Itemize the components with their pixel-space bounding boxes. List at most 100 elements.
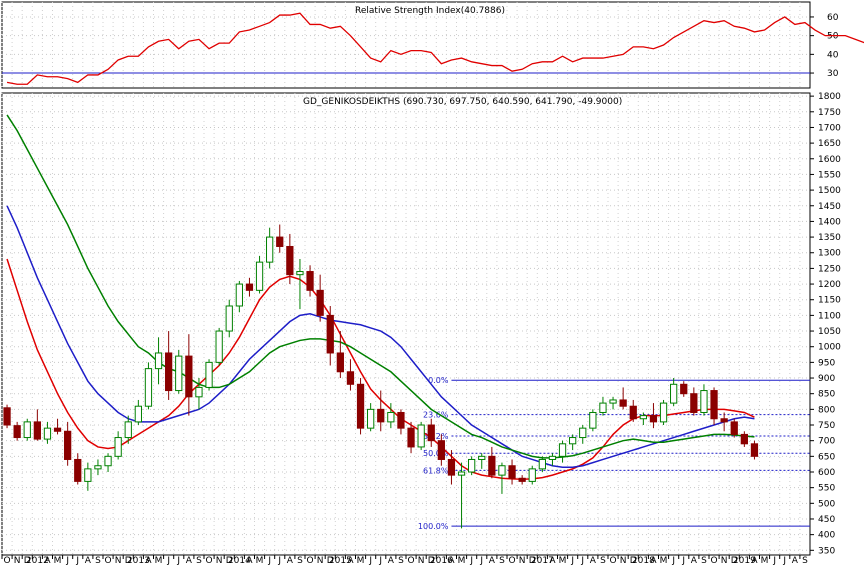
candle <box>639 412 647 426</box>
candle <box>84 462 92 491</box>
candle <box>367 403 375 432</box>
x-tick-label: 2018 <box>632 556 655 566</box>
price-y-tick-label: 1350 <box>818 233 841 243</box>
x-tick-label: M <box>155 556 163 566</box>
price-y-tick-label: 1150 <box>818 296 841 306</box>
price-grid <box>1 93 810 555</box>
candle-body <box>245 283 254 291</box>
candle <box>205 359 213 391</box>
x-tick-label: D <box>125 556 132 566</box>
candle-body <box>235 283 243 307</box>
candle <box>245 277 254 297</box>
x-tick-label: D <box>731 556 738 566</box>
candle-body <box>114 437 122 457</box>
candle <box>286 233 294 285</box>
candle <box>740 431 748 447</box>
candle-body <box>670 383 678 404</box>
price-y-tick-label: 1700 <box>818 123 841 133</box>
candle <box>447 450 456 485</box>
price-y-tick-label: 950 <box>818 358 835 368</box>
price-y-tick-label: 1800 <box>818 92 841 102</box>
x-tick-label: M <box>458 556 466 566</box>
x-tick-label: N <box>115 556 122 566</box>
x-tick-label: A <box>792 556 799 566</box>
candle-body <box>367 408 375 429</box>
candle <box>33 409 41 441</box>
candle <box>478 453 486 469</box>
x-tick-label: S <box>499 556 505 566</box>
x-tick-label: 2019 <box>733 556 756 566</box>
x-tick-label: O <box>206 556 213 566</box>
price-y-tick-label: 1050 <box>818 327 841 337</box>
x-tick-label: D <box>630 556 637 566</box>
candle <box>548 453 557 466</box>
candle <box>124 415 132 444</box>
candle-body <box>276 236 284 247</box>
candle <box>710 387 718 426</box>
x-tick-label: S <box>196 556 202 566</box>
candle-body <box>43 427 52 440</box>
candle <box>528 465 536 485</box>
x-tick-label: N <box>418 556 425 566</box>
rsi-panel: 30 40 50 60 Relative Strength Index(40.7886… <box>1 1 864 89</box>
candle-body <box>154 352 163 370</box>
price-y-tick-label: 400 <box>818 531 835 541</box>
candle <box>498 462 506 494</box>
candle-body <box>498 465 506 476</box>
x-tick-label: M <box>357 556 365 566</box>
rsi-y-tick-label: 60 <box>827 13 839 23</box>
x-tick-label: O <box>105 556 112 566</box>
candle-body <box>195 386 203 398</box>
candle <box>276 224 284 253</box>
candle <box>316 274 324 322</box>
x-tick-label: N <box>519 556 526 566</box>
price-y-tick-label: 1650 <box>818 139 841 149</box>
candle <box>700 384 708 416</box>
candle-body <box>538 458 546 470</box>
x-tick-label: D <box>529 556 536 566</box>
moving-average-line <box>6 114 755 459</box>
x-tick-label: 2013 <box>127 556 150 566</box>
x-tick-label: 2014 <box>228 556 251 566</box>
price-y-tick-label: 500 <box>818 499 835 509</box>
x-tick-label: A <box>691 556 698 566</box>
candle-body <box>750 443 759 457</box>
rsi-plot-area <box>1 1 811 89</box>
candle-body <box>33 421 41 440</box>
rsi-y-tick-label: 50 <box>827 32 839 42</box>
x-tick-label: S <box>398 556 404 566</box>
candle-body <box>205 361 213 388</box>
candle <box>215 327 223 366</box>
candle <box>609 396 617 410</box>
candle <box>468 456 476 476</box>
candle <box>377 390 385 432</box>
candle <box>407 421 415 454</box>
candle-body <box>528 468 536 482</box>
candle <box>13 421 21 441</box>
x-tick-label: D <box>327 556 334 566</box>
candle <box>134 399 142 426</box>
candle <box>225 299 233 338</box>
candle-body <box>84 468 92 482</box>
price-y-tick-label: 1300 <box>818 249 841 259</box>
x-tick-label: A <box>590 556 597 566</box>
candle-body <box>619 399 627 407</box>
candle-body <box>336 352 344 373</box>
x-tick-label: A <box>186 556 193 566</box>
candle-body <box>569 437 577 445</box>
candle-body <box>53 427 62 432</box>
candle <box>619 387 627 410</box>
candle-body <box>589 411 597 429</box>
candle <box>144 362 153 410</box>
x-tick-label: N <box>14 556 21 566</box>
rsi-line <box>6 12 864 85</box>
candle <box>558 440 567 463</box>
x-tick-label: A <box>549 556 556 566</box>
candle <box>296 259 304 310</box>
x-tick-label: J <box>479 556 483 566</box>
fib-label: 38.2% <box>423 432 449 441</box>
x-tick-label: 2012 <box>26 556 49 566</box>
x-tick-label: 2015 <box>329 556 352 566</box>
